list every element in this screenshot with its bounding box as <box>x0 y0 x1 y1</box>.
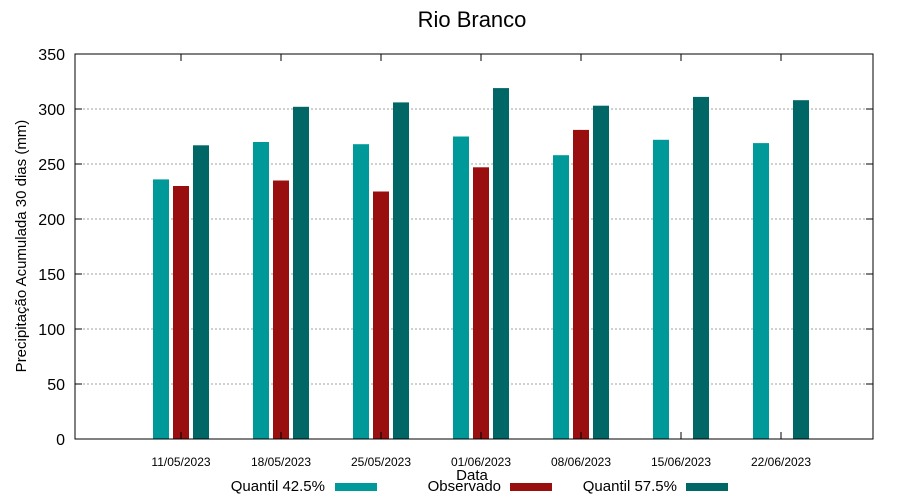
bar-observado <box>573 129 589 439</box>
plot-frame <box>74 53 874 440</box>
chart-title: Rio Branco <box>418 7 527 32</box>
y-tick-label: 0 <box>56 432 65 449</box>
x-axis-label: Data <box>456 467 488 484</box>
x-tick-label: 18/05/2023 <box>251 455 311 469</box>
bar-observado <box>273 180 289 439</box>
bar-quantil-57 <box>493 88 509 439</box>
x-tick-label: 11/05/2023 <box>151 455 210 469</box>
legend-label: Observado <box>428 478 501 495</box>
bar-observado <box>373 191 389 439</box>
y-axis-label: Precipitação Acumulada 30 dias (mm) <box>13 120 30 373</box>
y-tick-label: 200 <box>38 212 65 229</box>
bar-observado <box>473 167 489 440</box>
y-tick-label: 150 <box>38 267 65 284</box>
legend-swatch <box>510 483 552 491</box>
bars <box>153 88 809 440</box>
x-ticks: 11/05/2023 18/05/2023 25/05/2023 01/06/2023… <box>151 54 811 469</box>
y-tick-label: 250 <box>38 157 65 174</box>
bar-quantil-57 <box>593 105 609 439</box>
y-tick-label: 300 <box>38 102 65 119</box>
bar-observado <box>173 186 189 439</box>
bar-quantil-57 <box>393 102 409 440</box>
bar-quantil-42 <box>753 143 769 439</box>
bar-quantil-42 <box>453 136 469 439</box>
bar-quantil-42 <box>653 139 669 440</box>
x-tick-label: 25/05/2023 <box>351 455 411 469</box>
y-tick-label: 100 <box>38 322 65 339</box>
legend-swatch <box>686 483 728 491</box>
bar-quantil-42 <box>553 155 569 439</box>
bar-quantil-42 <box>153 179 169 439</box>
bar-quantil-42 <box>253 142 269 439</box>
x-tick-label: 22/06/2023 <box>751 455 811 469</box>
bar-quantil-57 <box>793 100 809 439</box>
x-tick-label: 15/06/2023 <box>651 455 711 469</box>
bar-quantil-57 <box>693 96 709 440</box>
bar-quantil-57 <box>293 106 309 440</box>
y-ticks: 0 50 100 150 200 250 300 350 <box>38 47 873 449</box>
legend-swatch <box>335 483 377 491</box>
x-tick-label: 01/06/2023 <box>451 455 511 469</box>
x-tick-label: 08/06/2023 <box>551 455 611 469</box>
y-tick-label: 50 <box>47 377 65 394</box>
bar-quantil-57 <box>193 145 209 440</box>
legend-label: Quantil 42.5% <box>231 478 325 495</box>
y-tick-label: 350 <box>38 47 65 64</box>
legend: Quantil 42.5% Observado Quantil 57.5% <box>231 478 728 495</box>
legend-label: Quantil 57.5% <box>583 478 677 495</box>
bar-quantil-42 <box>353 144 369 439</box>
